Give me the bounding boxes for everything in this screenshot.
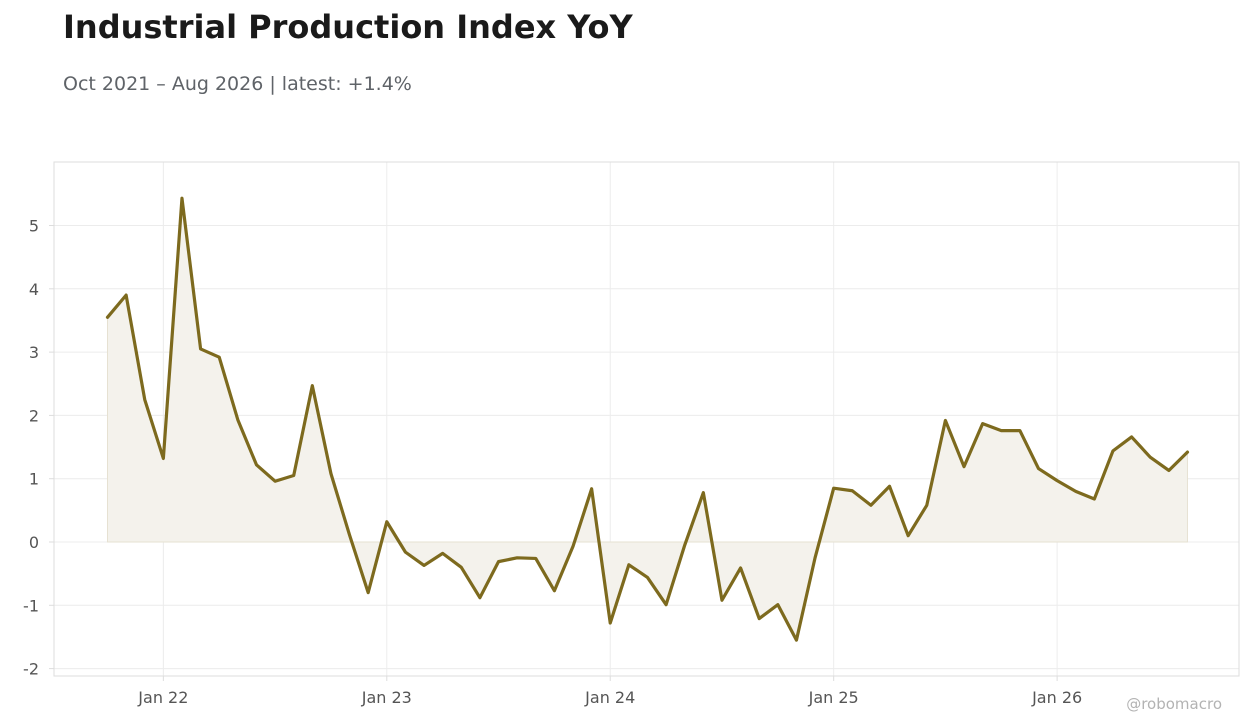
data-point bbox=[702, 491, 705, 494]
data-point bbox=[814, 556, 817, 559]
data-point bbox=[367, 591, 370, 594]
data-point bbox=[143, 398, 146, 401]
data-point bbox=[1167, 469, 1170, 472]
data-point bbox=[497, 560, 500, 563]
y-tick-label: -1 bbox=[23, 596, 39, 615]
y-axis-ticks: -2 -1 0 1 2 3 4 5 bbox=[23, 217, 54, 679]
data-point bbox=[180, 197, 183, 200]
data-point bbox=[1018, 429, 1021, 432]
data-point bbox=[460, 566, 463, 569]
data-point bbox=[1093, 497, 1096, 500]
y-tick-label: 3 bbox=[29, 343, 39, 362]
data-point bbox=[423, 564, 426, 567]
y-tick-label: 5 bbox=[29, 217, 39, 236]
data-point bbox=[776, 603, 779, 606]
data-point bbox=[1186, 451, 1189, 454]
data-point bbox=[1149, 456, 1152, 459]
x-tick-label: Jan 23 bbox=[361, 688, 412, 707]
x-tick-label: Jan 22 bbox=[137, 688, 188, 707]
plot-frame bbox=[53, 161, 1240, 677]
data-point bbox=[646, 576, 649, 579]
data-point bbox=[255, 463, 258, 466]
x-tick-label: Jan 26 bbox=[1031, 688, 1082, 707]
x-tick-label: Jan 24 bbox=[584, 688, 635, 707]
data-point bbox=[1037, 467, 1040, 470]
data-point bbox=[609, 622, 612, 625]
data-point bbox=[888, 485, 891, 488]
series-line bbox=[105, 196, 1190, 642]
chart-subtitle: Oct 2021 – Aug 2026 | latest: +1.4% bbox=[63, 73, 412, 95]
data-point bbox=[311, 384, 314, 387]
grid-lines bbox=[54, 162, 1239, 676]
data-point bbox=[963, 465, 966, 468]
y-tick-label: 1 bbox=[29, 470, 39, 489]
data-point bbox=[385, 520, 388, 523]
data-point bbox=[348, 534, 351, 537]
data-point bbox=[553, 589, 556, 592]
data-point bbox=[795, 639, 798, 642]
data-point bbox=[199, 347, 202, 350]
data-point bbox=[944, 419, 947, 422]
data-point bbox=[720, 599, 723, 602]
data-point bbox=[683, 544, 686, 547]
y-tick-label: 4 bbox=[29, 280, 39, 299]
data-point bbox=[627, 563, 630, 566]
data-point bbox=[1000, 429, 1003, 432]
data-point bbox=[1056, 479, 1059, 482]
data-point bbox=[851, 489, 854, 492]
x-axis-ticks: Jan 22 Jan 23 Jan 24 Jan 25 Jan 26 bbox=[137, 676, 1082, 707]
data-point bbox=[236, 418, 239, 421]
data-point bbox=[907, 534, 910, 537]
data-point bbox=[869, 504, 872, 507]
data-point bbox=[832, 487, 835, 490]
watermark: @robomacro bbox=[1126, 695, 1222, 713]
data-point bbox=[292, 474, 295, 477]
x-tick-label: Jan 25 bbox=[808, 688, 859, 707]
y-tick-label: 2 bbox=[29, 406, 39, 425]
data-point bbox=[478, 596, 481, 599]
data-point bbox=[516, 556, 519, 559]
data-point bbox=[162, 457, 165, 460]
data-point bbox=[590, 487, 593, 490]
data-point bbox=[329, 472, 332, 475]
data-point bbox=[665, 603, 668, 606]
data-point bbox=[739, 566, 742, 569]
data-point bbox=[1074, 490, 1077, 493]
y-tick-label: 0 bbox=[29, 533, 39, 552]
data-point bbox=[1130, 435, 1133, 438]
data-point bbox=[925, 504, 928, 507]
data-point bbox=[572, 545, 575, 548]
data-point bbox=[125, 294, 128, 297]
data-point bbox=[218, 356, 221, 359]
data-point bbox=[1111, 449, 1114, 452]
data-point bbox=[758, 617, 761, 620]
chart-title: Industrial Production Index YoY bbox=[63, 8, 633, 46]
data-point bbox=[404, 551, 407, 554]
data-point bbox=[441, 552, 444, 555]
data-point bbox=[534, 557, 537, 560]
area-fill bbox=[107, 198, 1188, 642]
y-tick-label: -2 bbox=[23, 660, 39, 679]
data-point bbox=[274, 480, 277, 483]
data-point bbox=[106, 316, 109, 319]
data-point bbox=[981, 422, 984, 425]
